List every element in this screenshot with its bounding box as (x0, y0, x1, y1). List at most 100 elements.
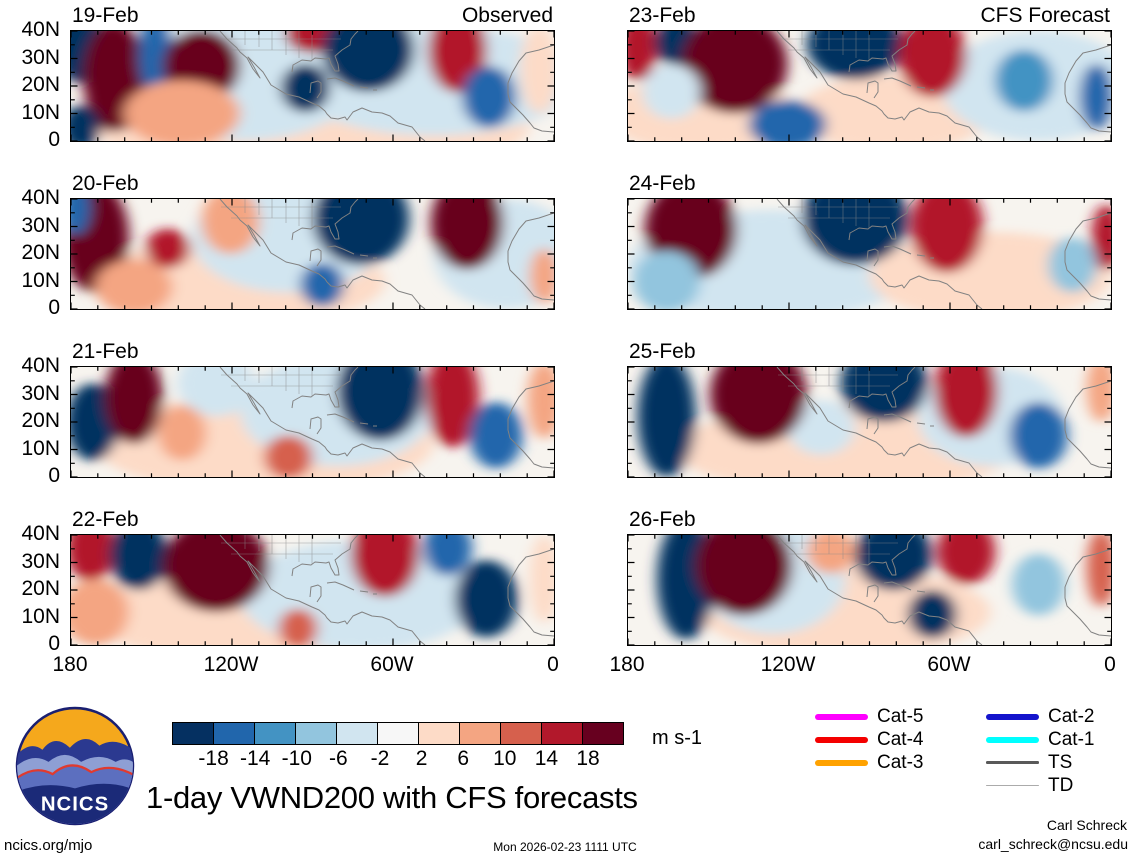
lon-tick-label: 120W (203, 653, 259, 676)
lon-tick-label: 0 (547, 653, 559, 676)
anomaly-map (70, 198, 555, 310)
legend-item: Cat-1 (986, 728, 1094, 751)
anomaly-map (70, 534, 555, 646)
legend-line-cat-3 (815, 759, 868, 766)
colorbar-cell (418, 723, 459, 744)
axis-ticks (628, 31, 1111, 141)
lat-tick-label: 40N (21, 522, 60, 545)
panel-date-label: 25-Feb (629, 340, 696, 363)
colorbar-cell (541, 723, 582, 744)
panel-date-label: 23-Feb (629, 4, 696, 27)
lat-tick-label: 10N (21, 436, 60, 460)
panel-date-label: 26-Feb (629, 508, 696, 531)
lon-tick-label: 60W (370, 653, 414, 676)
figure-title: 1-day VWND200 with CFS forecasts (146, 780, 638, 815)
legend-item: Cat-5 (815, 705, 923, 728)
lon-tick-label: 180 (52, 653, 88, 676)
map-panel-26-Feb: 26-Feb (627, 508, 1112, 646)
credit-name: Carl Schreck (1046, 817, 1127, 833)
legend-item: Cat-3 (815, 751, 923, 774)
colorbar-tick-label: 6 (457, 747, 470, 770)
legend-line-cat-2 (986, 713, 1039, 720)
colorbar-cell (213, 723, 254, 744)
lat-tick-label: 30N (21, 381, 60, 405)
legend-line-ts (986, 761, 1039, 764)
axis-ticks (628, 367, 1111, 477)
axis-ticks (628, 199, 1111, 309)
panel-date-label: 19-Feb (72, 4, 139, 27)
legend-item: TD (986, 774, 1094, 797)
panel-date-label: 24-Feb (629, 172, 696, 195)
generation-timestamp: Mon 2026-02-23 1111 UTC (493, 840, 637, 854)
legend-line-td (986, 784, 1039, 787)
colorbar-cell (173, 723, 213, 744)
panel-date-label: 21-Feb (72, 340, 139, 363)
map-panel-20-Feb: 20-Feb (70, 172, 555, 310)
lon-tick-label: 60W (927, 653, 971, 676)
axis-ticks (71, 199, 554, 309)
anomaly-map (627, 366, 1112, 478)
credit-email-link[interactable]: carl_schreck@ncsu.edu (978, 836, 1128, 852)
colorbar-cell (582, 723, 623, 744)
colorbar-tick-label: 2 (415, 747, 428, 770)
lat-tick-label: 0 (48, 128, 60, 151)
colorbar-tick-label: -14 (240, 747, 271, 770)
anomaly-map (627, 198, 1112, 310)
legend-label: Cat-5 (877, 705, 924, 727)
legend-column-right: Cat-2 Cat-1 TS TD (986, 705, 1094, 797)
legend-label: TD (1048, 774, 1074, 796)
legend-item: TS (986, 751, 1094, 774)
legend-label: TS (1048, 751, 1073, 773)
coastlines (776, 199, 1111, 309)
colorbar-cell (500, 723, 541, 744)
panel-date-label: 22-Feb (72, 508, 139, 531)
map-panel-23-Feb: 23-Feb CFS Forecast (627, 4, 1112, 142)
anomaly-map (70, 30, 555, 142)
site-link[interactable]: ncics.org/mjo (4, 837, 93, 854)
lat-tick-label: 30N (21, 549, 60, 573)
axis-ticks (71, 31, 554, 141)
lat-tick-label: 20N (21, 577, 60, 600)
legend-column-left: Cat-5 Cat-4 Cat-3 (815, 705, 923, 774)
axis-ticks (628, 535, 1111, 645)
map-panel-24-Feb: 24-Feb (627, 172, 1112, 310)
legend-label: Cat-2 (1048, 705, 1095, 727)
lat-tick-label: 10N (21, 604, 60, 628)
axis-ticks (71, 535, 554, 645)
colorbar-cell (295, 723, 336, 744)
lat-tick-label: 10N (21, 268, 60, 292)
coastlines (219, 31, 554, 141)
legend-line-cat-5 (815, 713, 868, 720)
lat-tick-label: 20N (21, 409, 60, 432)
colorbar-tick-label: 14 (534, 747, 559, 770)
lat-tick-label: 0 (48, 296, 60, 319)
anomaly-map (627, 534, 1112, 646)
logo-wordmark: NCICS (41, 794, 109, 816)
map-panel-19-Feb: 19-Feb Observed (70, 4, 555, 142)
legend-item: Cat-4 (815, 728, 923, 751)
colorbar-tick-label: -2 (370, 747, 390, 770)
colorbar (172, 722, 624, 745)
coastlines (776, 31, 1111, 141)
coastlines (219, 535, 554, 645)
lat-tick-label: 10N (21, 100, 60, 124)
colorbar-cell (459, 723, 500, 744)
map-panel-25-Feb: 25-Feb (627, 340, 1112, 478)
colorbar-labels: -18 -14 -10 -6 -2 2 6 10 14 18 (172, 747, 630, 771)
colorbar-units-label: m s-1 (652, 727, 702, 749)
coastlines (776, 535, 1111, 645)
lon-tick-label: 120W (760, 653, 816, 676)
lat-tick-label: 0 (48, 632, 60, 655)
lat-tick-label: 0 (48, 464, 60, 487)
colorbar-tick-label: -6 (329, 747, 348, 770)
legend-line-cat-4 (815, 736, 868, 743)
column-title: CFS Forecast (980, 4, 1110, 27)
legend-line-cat-1 (986, 736, 1039, 743)
lon-tick-label: 180 (609, 653, 645, 676)
lat-tick-label: 40N (21, 186, 60, 209)
lon-tick-label: 0 (1104, 653, 1116, 676)
coastlines (776, 367, 1111, 477)
colorbar-tick-label: 18 (576, 747, 600, 770)
anomaly-map (70, 366, 555, 478)
